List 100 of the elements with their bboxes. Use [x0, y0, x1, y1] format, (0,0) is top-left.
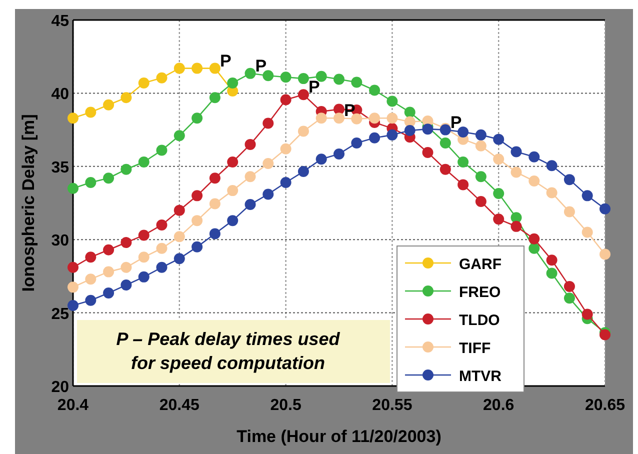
point: [85, 274, 96, 285]
point: [138, 230, 150, 241]
point: [386, 129, 398, 140]
point: [316, 154, 327, 165]
annotation: P: [255, 56, 267, 76]
legend-label: MTVR: [459, 368, 502, 385]
point: [564, 206, 575, 218]
x-tick-label: 20.45: [159, 397, 200, 414]
annotation: P: [308, 78, 320, 97]
point: [209, 198, 220, 210]
x-tick-label: 20.6: [483, 397, 514, 414]
point: [85, 294, 96, 306]
point: [440, 164, 451, 175]
point: [510, 146, 522, 158]
point: [227, 185, 238, 196]
point: [262, 158, 274, 169]
point: [493, 214, 504, 225]
point: [564, 174, 575, 186]
point: [192, 112, 203, 124]
point: [192, 241, 203, 252]
point: [280, 177, 292, 188]
point: [582, 308, 593, 320]
point: [138, 271, 150, 282]
point: [440, 137, 451, 148]
point: [475, 171, 486, 182]
point: [475, 140, 486, 152]
legend-label: TIFF: [459, 340, 491, 357]
point: [209, 172, 220, 184]
x-tick-label: 20.5: [270, 397, 302, 414]
point: [510, 212, 522, 224]
point: [103, 244, 114, 256]
point: [174, 204, 185, 216]
point: [262, 188, 274, 200]
legend-label: FREO: [459, 284, 501, 301]
point: [298, 73, 309, 84]
point: [209, 228, 220, 240]
point: [351, 76, 362, 88]
annotation: P: [220, 51, 232, 70]
y-tick-label: 35: [51, 159, 70, 176]
point: [582, 190, 593, 202]
point: [138, 252, 150, 263]
point: [564, 280, 575, 292]
point: [510, 166, 522, 178]
annotation: P: [450, 112, 462, 132]
x-tick-label: 20.4: [57, 397, 89, 414]
point: [475, 129, 486, 140]
point: [280, 72, 292, 83]
point: [244, 138, 256, 150]
point: [120, 237, 132, 248]
point: [68, 112, 78, 124]
point: [227, 77, 238, 88]
note-box: P – Peak delay times used for speed computation: [77, 320, 390, 383]
point: [174, 130, 185, 142]
point: [546, 187, 558, 198]
annotation: P – Peak delay times used for speed computation: [116, 329, 341, 373]
legend-label: TLDO: [459, 312, 500, 329]
y-tick-label: 25: [51, 306, 70, 323]
point: [174, 231, 185, 242]
point: [458, 126, 469, 138]
point: [458, 179, 469, 190]
point: [422, 146, 434, 158]
point: [298, 89, 309, 100]
point: [138, 156, 150, 168]
point: [600, 203, 610, 214]
point: [209, 92, 220, 104]
point: [192, 62, 203, 74]
point: [156, 242, 168, 254]
point: [475, 196, 486, 208]
point: [280, 143, 292, 154]
point: [458, 156, 469, 168]
point: [156, 72, 168, 84]
legend-label: GARF: [459, 256, 502, 273]
point: [316, 70, 327, 82]
x-tick-label: 20.55: [372, 397, 412, 414]
point: [369, 112, 380, 124]
point: [369, 84, 380, 96]
x-axis-title: Time (Hour of 11/20/2003): [236, 427, 442, 446]
point: [103, 288, 114, 299]
point: [386, 112, 398, 124]
point: [85, 106, 96, 118]
point: [244, 171, 256, 182]
point: [528, 233, 540, 244]
point: [404, 106, 416, 118]
point: [120, 92, 132, 104]
point: [528, 151, 540, 162]
point: [103, 172, 114, 184]
point: [192, 190, 203, 202]
point: [600, 248, 610, 260]
point: [68, 300, 78, 311]
point: [262, 70, 274, 82]
point: [156, 219, 168, 230]
point: [334, 74, 344, 85]
point: [334, 148, 344, 160]
point: [422, 124, 434, 135]
point: [298, 126, 309, 137]
point: [103, 266, 114, 278]
point: [192, 215, 203, 226]
point: [156, 262, 168, 273]
point: [386, 96, 398, 107]
point: [156, 144, 168, 156]
